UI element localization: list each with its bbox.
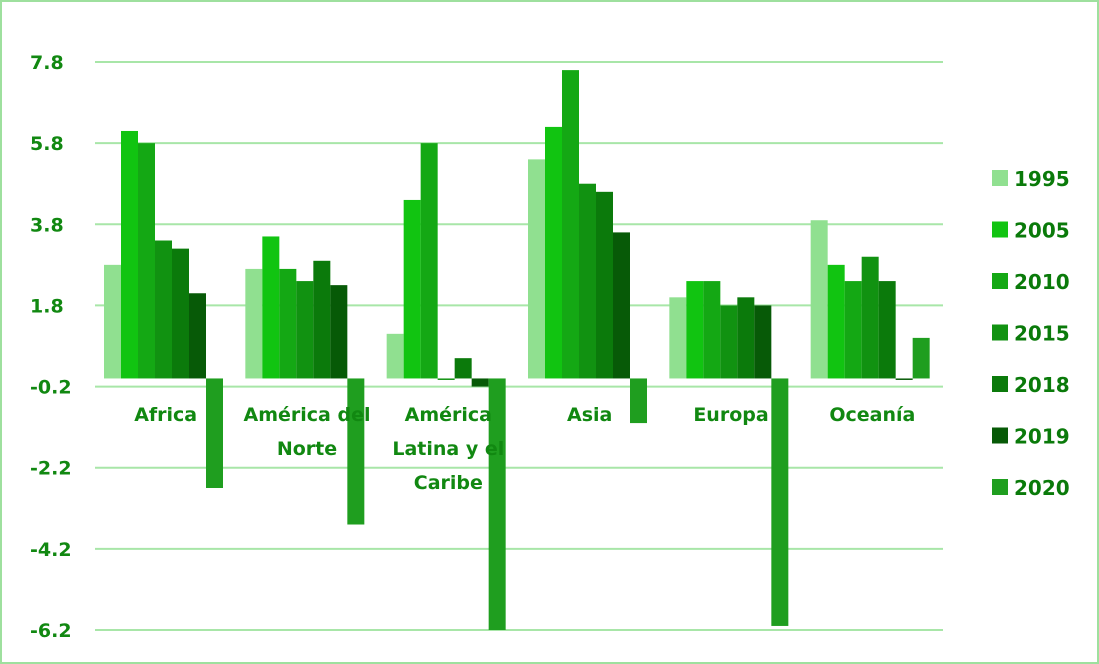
bar-2020: [912, 337, 930, 379]
bar-2015: [720, 305, 738, 379]
category-label: Oceanía: [829, 404, 915, 426]
bar-2015: [155, 240, 172, 379]
bar-2015: [579, 183, 596, 379]
gridlines: [95, 61, 943, 631]
y-tick-label: 1.8: [30, 295, 64, 317]
bar-2015: [437, 378, 455, 380]
bar-2018: [313, 260, 331, 379]
category-label: Norte: [277, 438, 337, 460]
bar-2018: [878, 281, 896, 379]
y-tick-label: 5.8: [30, 133, 64, 155]
bar-2010: [420, 143, 438, 379]
category-label: América del: [244, 404, 371, 426]
bar-1995: [245, 268, 263, 379]
bar-2020: [488, 378, 506, 630]
bar-2019: [613, 232, 630, 379]
bar-2005: [545, 126, 562, 379]
bar-2005: [403, 199, 421, 379]
bar-2019: [895, 378, 913, 380]
bar-2005: [121, 130, 138, 379]
bar-2010: [703, 281, 721, 379]
bar-1995: [386, 333, 404, 379]
category-label: Caribe: [414, 472, 483, 494]
category-label: Africa: [134, 404, 197, 426]
bars: [104, 70, 930, 630]
bar-2015: [296, 281, 314, 379]
bar-2019: [754, 305, 772, 379]
bar-2019: [189, 293, 206, 379]
legend-swatch: [992, 376, 1008, 392]
y-axis-tick-labels: 7.8 5.8 3.8 1.8 -0.2 -2.2 -4.2 -6.2: [30, 52, 72, 642]
y-tick-label: 7.8: [30, 52, 64, 74]
bar-2018: [737, 297, 755, 379]
legend-swatch: [992, 427, 1008, 444]
category-labels: Africa América del Norte América Latina y el…: [134, 404, 915, 494]
bar-2020: [347, 378, 365, 525]
bar-2005: [686, 281, 704, 379]
bar-2018: [596, 191, 613, 379]
category-label: Asia: [567, 404, 612, 426]
legend: 1995 2005 2010 2015 2018 2019 2020: [992, 167, 1070, 500]
bar-1995: [528, 159, 545, 379]
legend-swatch: [992, 170, 1008, 186]
bar-2015: [861, 256, 879, 379]
bar-2018: [454, 358, 472, 379]
legend-label: 2015: [1014, 322, 1070, 346]
category-label: Europa: [693, 404, 768, 426]
y-tick-label: -6.2: [30, 620, 72, 642]
legend-swatch: [992, 221, 1008, 238]
bar-2020: [206, 378, 223, 488]
bar-2019: [330, 285, 348, 379]
bar-2005: [827, 264, 845, 379]
bar-2010: [844, 281, 862, 379]
legend-label: 2010: [1014, 270, 1070, 294]
legend-swatch: [992, 479, 1008, 495]
y-tick-label: -4.2: [30, 539, 72, 561]
bar-1995: [669, 297, 687, 379]
legend-label: 2018: [1014, 373, 1070, 397]
y-tick-label: 3.8: [30, 214, 64, 236]
y-tick-label: -2.2: [30, 458, 72, 480]
category-label: Latina y el: [392, 438, 504, 460]
bar-2018: [172, 248, 189, 379]
legend-label: 2005: [1014, 219, 1070, 243]
legend-swatch: [992, 273, 1008, 289]
legend-label: 1995: [1014, 167, 1070, 191]
category-label: América: [405, 404, 492, 426]
bar-2010: [138, 143, 155, 379]
legend-label: 2019: [1014, 425, 1070, 449]
y-tick-label: -0.2: [30, 377, 72, 399]
bar-2019: [471, 378, 489, 387]
bar-2020: [771, 378, 789, 626]
bar-2020: [630, 378, 647, 424]
bar-2010: [562, 70, 579, 379]
legend-swatch: [992, 324, 1008, 341]
legend-label: 2020: [1014, 476, 1070, 500]
bar-2005: [262, 236, 280, 379]
bar-1995: [810, 220, 828, 379]
bar-1995: [104, 264, 121, 379]
bar-2010: [279, 268, 297, 379]
